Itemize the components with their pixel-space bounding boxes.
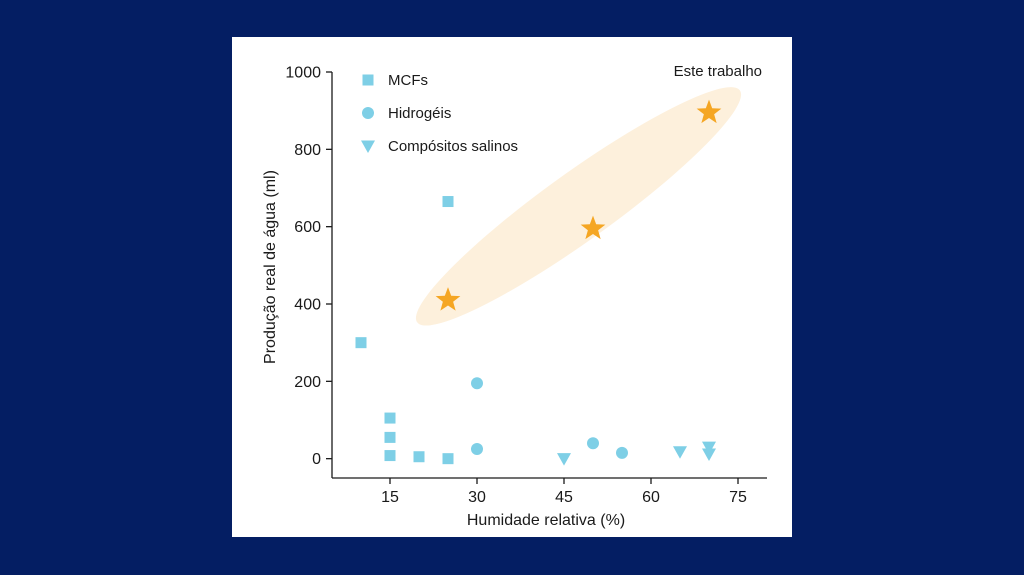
square-data-point — [384, 431, 396, 443]
x-tick-label: 45 — [555, 489, 573, 506]
y-tick-label: 200 — [294, 374, 321, 391]
legend-label: Hidrogéis — [388, 105, 451, 122]
circle-data-point — [471, 443, 483, 455]
triangle-down-data-point — [702, 448, 716, 462]
star-data-point — [580, 215, 606, 240]
y-tick-label: 600 — [294, 219, 321, 236]
square-data-point — [355, 337, 367, 349]
square-data-point — [413, 451, 425, 463]
highlight-layer — [415, 87, 742, 326]
scatter-chart: 0 200 400 600 800 1000 15 30 45 60 75 MCFs Hidrogéi… — [262, 63, 767, 529]
square-data-point — [384, 450, 396, 462]
circle-data-point — [471, 377, 483, 390]
data-points — [355, 99, 722, 466]
star-data-point — [696, 99, 722, 124]
y-axis-title: Produção real de água (ml) — [262, 170, 279, 364]
triangle-down-data-point — [702, 441, 716, 455]
square-data-point — [442, 453, 454, 465]
circle-data-point — [587, 437, 599, 450]
square-data-point — [384, 412, 396, 424]
legend-label: Compósitos salinos — [388, 138, 518, 155]
ticks: 0 200 400 600 800 1000 15 30 45 60 75 — [285, 65, 747, 507]
square-data-point — [442, 196, 454, 208]
legend-triangle-down-marker — [361, 140, 375, 153]
chart-card: 0 200 400 600 800 1000 15 30 45 60 75 MCFs Hidrogéi… — [232, 37, 792, 537]
legend-circle-marker — [362, 107, 374, 119]
x-tick-label: 60 — [642, 489, 660, 506]
y-tick-label: 0 — [312, 451, 321, 468]
star-data-point — [435, 287, 461, 311]
triangle-down-data-point — [673, 446, 687, 459]
legend: MCFs Hidrogéis Compósitos salinos — [361, 72, 518, 155]
legend-square-marker — [362, 74, 374, 86]
triangle-down-data-point — [557, 453, 571, 466]
axes — [331, 72, 767, 479]
x-tick-label: 75 — [729, 489, 747, 506]
legend-label: MCFs — [388, 72, 428, 89]
circle-data-point — [616, 446, 628, 459]
y-tick-label: 400 — [294, 297, 321, 314]
y-tick-label: 1000 — [285, 65, 321, 82]
x-tick-label: 15 — [381, 489, 399, 506]
annotation-label: Este trabalho — [674, 63, 762, 80]
x-tick-label: 30 — [468, 489, 486, 506]
y-tick-label: 800 — [294, 142, 321, 159]
x-axis-title: Humidade relativa (%) — [467, 512, 625, 529]
highlight-ellipse — [415, 87, 742, 326]
